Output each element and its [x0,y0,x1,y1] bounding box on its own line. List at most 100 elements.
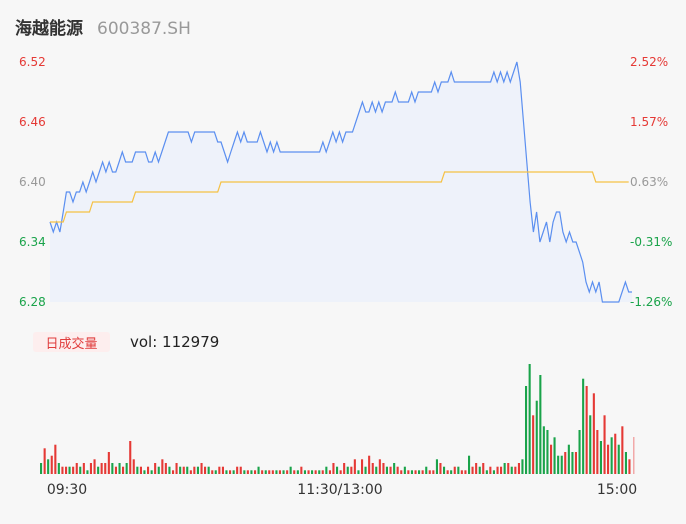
volume-bar [111,463,114,474]
volume-bar [82,463,85,474]
volume-bar [560,455,563,474]
volume-tab-button[interactable]: 日成交量 [33,332,110,352]
volume-bar [525,386,528,474]
y-left-tick-label: 6.40 [19,175,46,189]
volume-bar [589,415,592,474]
volume-bar [624,452,627,474]
volume-bar [542,426,545,474]
volume-bar [439,463,442,474]
volume-bar [214,470,217,474]
x-tick-label: 11:30/13:00 [297,482,382,498]
y-right-tick-label: 0.63% [630,175,668,189]
stock-name: 海越能源 [15,19,83,39]
volume-bar [196,466,199,474]
volume-bar [282,470,285,474]
volume-bar [574,452,577,474]
volume-bar [311,470,314,474]
volume-bar [286,470,289,474]
volume-bar [578,430,581,474]
volume-bar [50,455,53,474]
volume-bar [564,452,567,474]
volume-bar [168,466,171,474]
volume-bar [321,470,324,474]
volume-bar [343,463,346,474]
volume-bar [186,466,189,474]
volume-bar [633,437,635,474]
volume-bar [443,466,446,474]
average-line [50,171,629,223]
volume-bar [93,459,96,474]
volume-bar [389,466,392,474]
volume-bar [61,466,64,474]
stock-header: 海越能源 600387.SH [15,14,191,39]
volume-bar [546,430,549,474]
volume-bar [471,466,474,474]
volume-bar [418,470,421,474]
volume-bar [257,466,260,474]
volume-bar [193,466,196,474]
volume-bar [300,466,303,474]
volume-prefix: vol: [130,333,163,351]
volume-bar [182,466,185,474]
volume-bar [43,448,46,474]
volume-bar [585,386,588,474]
volume-bar [535,400,538,474]
volume-bar [346,466,349,474]
volume-bar [125,463,128,474]
volume-bar [478,466,481,474]
volume-bar [514,466,517,474]
volume-readout: vol: 112979 [130,332,219,352]
y-right-tick-label: -0.31% [630,235,672,249]
volume-bar [339,470,342,474]
volume-bar [143,470,146,474]
volume-bar [218,466,221,474]
volume-bar [328,470,331,474]
volume-bar [129,441,132,474]
volume-bar [79,466,82,474]
volume-bar [553,437,556,474]
volume-bar [460,470,463,474]
volume-bar [464,470,467,474]
volume-bar [361,459,364,474]
volume-bar [407,470,410,474]
volume-bar [271,470,274,474]
volume-bar [368,455,371,474]
volume-bar [567,444,570,474]
volume-bar [571,452,574,474]
volume-bar [557,455,560,474]
volume-bar [318,470,321,474]
volume-bar [47,459,50,474]
stock-code: 600387.SH [97,19,191,39]
volume-bar [325,466,328,474]
volume-bar [446,470,449,474]
volume-bar [603,415,606,474]
volume-bar [100,463,103,474]
volume-bar [403,466,406,474]
volume-bar [221,466,224,474]
volume-bar [314,470,317,474]
volume-bar [139,466,142,474]
volume-bar [157,466,160,474]
volume-bar [607,444,610,474]
volume-bar [400,470,403,474]
x-tick-label: 15:00 [597,482,637,498]
volume-bar [275,470,278,474]
volume-bar [172,470,175,474]
volume-bar [65,466,68,474]
volume-bar [150,470,153,474]
volume-bar [425,466,428,474]
volume-bar [489,466,492,474]
volume-bar [264,470,267,474]
volume-bar [453,466,456,474]
volume-bar [382,463,385,474]
volume-bar [517,463,520,474]
volume-bar [353,459,356,474]
volume-bar [250,470,253,474]
volume-bar [97,466,100,474]
volume-bar [378,459,381,474]
volume-bar [179,466,182,474]
volume-bar [414,470,417,474]
volume-bar [375,466,378,474]
volume-bar [54,444,57,474]
volume-bar [86,470,89,474]
